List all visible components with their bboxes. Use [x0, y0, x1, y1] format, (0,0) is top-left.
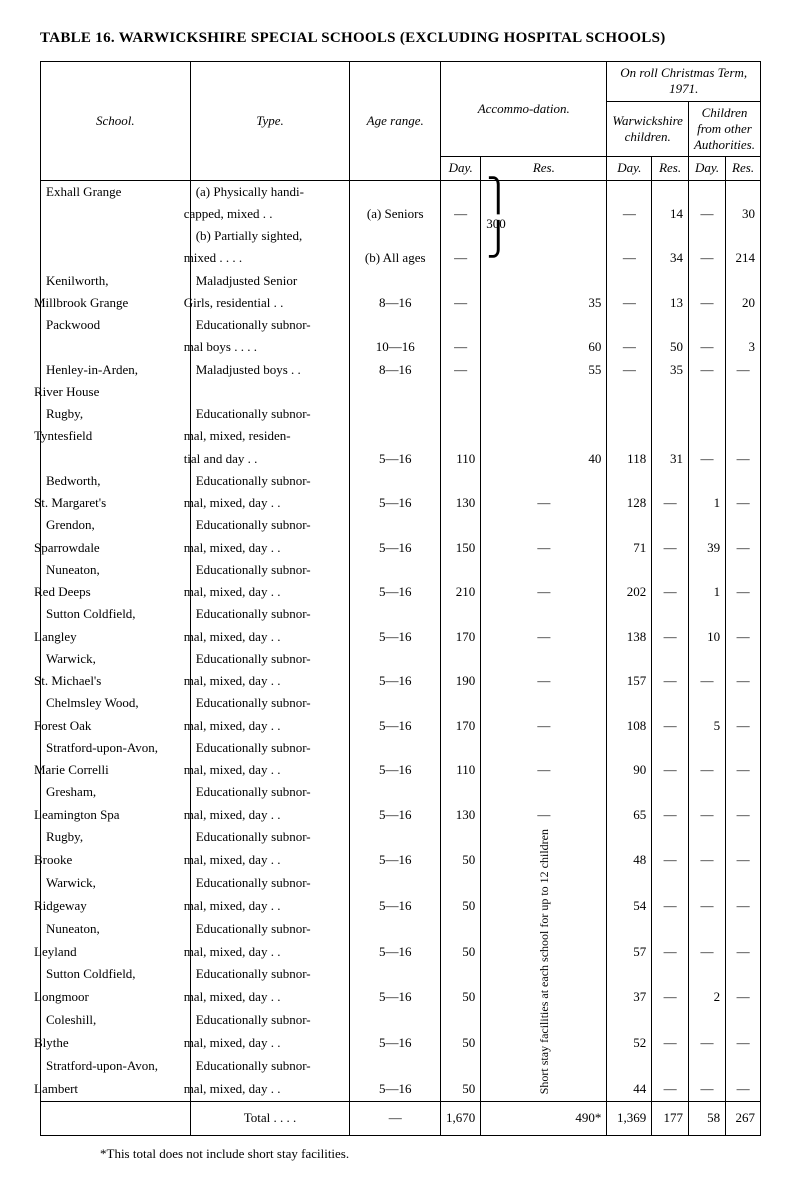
- col-other-res: Res.: [726, 157, 761, 180]
- page-number: 19: [40, 1176, 761, 1179]
- col-other-day: Day.: [688, 157, 725, 180]
- col-warks: Warwickshire children.: [607, 101, 689, 157]
- col-accom: Accommo-dation.: [441, 62, 607, 157]
- col-onroll: On roll Christmas Term, 1971.: [607, 62, 761, 102]
- school-cell: Exhall Grange: [41, 180, 191, 203]
- col-accom-day: Day.: [441, 157, 481, 180]
- table-title: TABLE 16. WARWICKSHIRE SPECIAL SCHOOLS (…: [40, 30, 761, 47]
- col-warks-res: Res.: [652, 157, 689, 180]
- col-other: Children from other Authorities.: [688, 101, 760, 157]
- col-type: Type.: [190, 62, 350, 181]
- col-age: Age range.: [350, 62, 441, 181]
- short-stay-note-cell: Short stay facilities at each school for…: [481, 826, 607, 1102]
- type-cell: (a) Physically handi-: [190, 180, 350, 203]
- page: TABLE 16. WARWICKSHIRE SPECIAL SCHOOLS (…: [0, 0, 801, 1179]
- col-warks-day: Day.: [607, 157, 652, 180]
- schools-table: School. Type. Age range. Accommo-dation.…: [40, 61, 761, 1136]
- footnote: *This total does not include short stay …: [100, 1146, 761, 1162]
- col-school: School.: [41, 62, 191, 181]
- short-stay-note: Short stay facilities at each school for…: [537, 829, 551, 1094]
- totals-row: Total . . . . — 1,670 490* 1,369 177 58 …: [41, 1102, 761, 1135]
- brace-cell: ⎫ 300 ⎭: [481, 180, 607, 270]
